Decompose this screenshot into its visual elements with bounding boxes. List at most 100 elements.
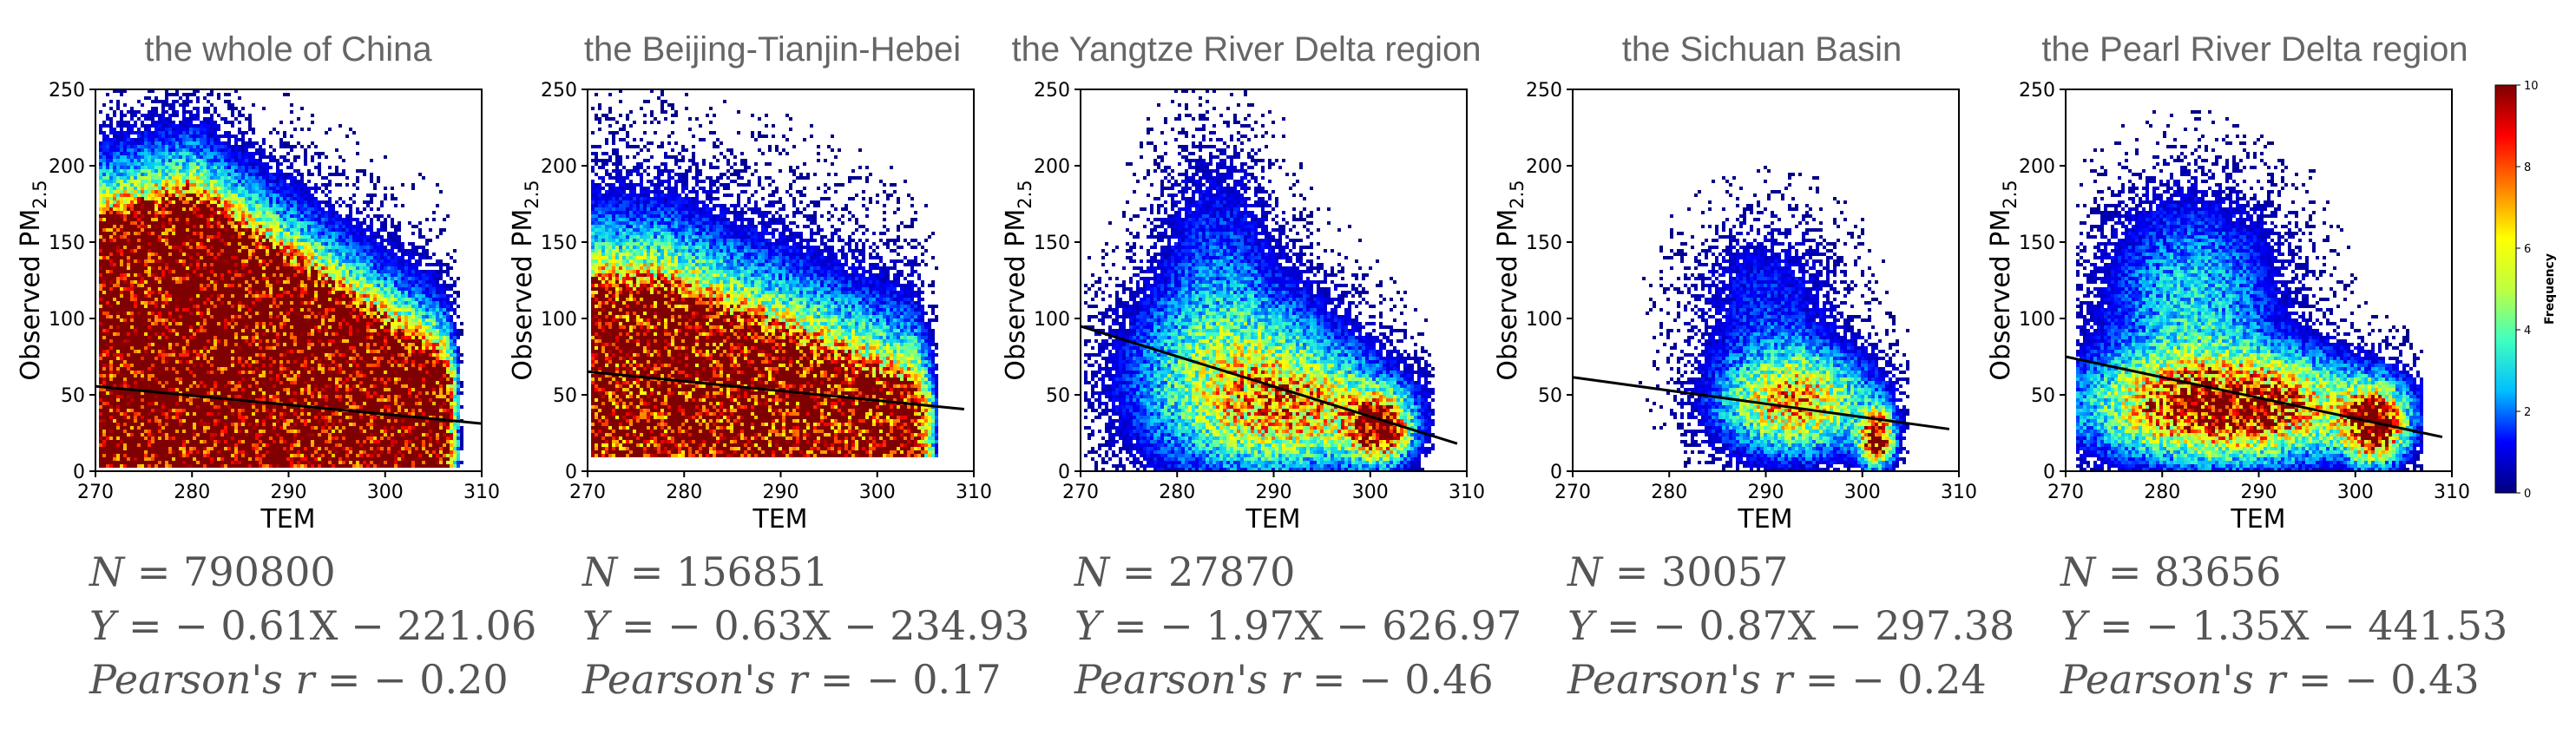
density-cell (168, 207, 172, 211)
density-cell (241, 173, 245, 176)
density-cell (165, 180, 168, 183)
density-cell (137, 443, 141, 447)
density-cell (210, 461, 214, 464)
density-cell (224, 454, 227, 457)
density-cell (175, 384, 179, 388)
density-cell (161, 329, 165, 332)
density-cell (144, 423, 148, 426)
density-cell (231, 336, 234, 339)
density-cell (227, 180, 231, 183)
density-cell (158, 218, 161, 221)
density-cell (259, 405, 262, 409)
density-cell (182, 277, 186, 280)
density-cell (266, 204, 269, 207)
density-cell (189, 280, 193, 284)
density-cell (203, 377, 207, 381)
density-cell (259, 218, 262, 221)
density-cell (134, 318, 137, 322)
density-cell (141, 103, 144, 107)
density-cell (154, 294, 158, 298)
density-cell (200, 145, 203, 148)
density-cell (182, 325, 186, 329)
density-cell (231, 377, 234, 381)
density-cell (203, 211, 207, 214)
density-cell (214, 457, 217, 461)
density-cell (227, 107, 231, 110)
density-cell (130, 138, 134, 141)
density-cell (158, 350, 161, 353)
density-cell (224, 443, 227, 447)
density-cell (158, 273, 161, 277)
density-cell (255, 280, 259, 284)
density-cell (186, 343, 189, 346)
density-cell (217, 284, 220, 287)
density-cell (241, 284, 245, 287)
density-cell (255, 364, 259, 367)
density-cell (165, 124, 168, 128)
density-cell (134, 211, 137, 214)
density-cell (234, 225, 238, 228)
density-cell (231, 325, 234, 329)
density-cell (127, 357, 130, 360)
density-cell (210, 93, 214, 96)
density-cell (207, 242, 210, 246)
density-cell (217, 183, 220, 187)
density-cell (252, 402, 255, 405)
density-cell (141, 398, 144, 402)
density-cell (148, 384, 151, 388)
density-cell (224, 433, 227, 436)
density-cell (113, 325, 116, 329)
density-cell (193, 450, 196, 454)
density-cell (113, 273, 116, 277)
density-cell (106, 433, 109, 436)
density-cell (234, 249, 238, 253)
density-cell (227, 246, 231, 249)
density-cell (109, 176, 113, 180)
density-cell (210, 128, 214, 131)
density-cell (127, 336, 130, 339)
density-cell (189, 419, 193, 423)
density-cell (252, 350, 255, 353)
density-cell (227, 412, 231, 416)
density-cell (245, 318, 248, 322)
density-cell (207, 107, 210, 110)
density-cell (154, 315, 158, 318)
density-cell (234, 148, 238, 152)
density-cell (186, 447, 189, 450)
density-cell (168, 141, 172, 145)
density-cell (193, 287, 196, 291)
density-cell (130, 152, 134, 155)
density-cell (127, 148, 130, 152)
density-cell (186, 409, 189, 412)
density-cell (144, 384, 148, 388)
density-cell (196, 412, 200, 416)
density-cell (172, 225, 175, 228)
density-cell (245, 117, 248, 121)
density-cell (168, 374, 172, 377)
density-cell (179, 190, 182, 194)
density-cell (120, 263, 123, 266)
density-cell (259, 381, 262, 384)
density-cell (234, 426, 238, 430)
density-cell (130, 384, 134, 388)
density-cell (234, 287, 238, 291)
density-cell (120, 350, 123, 353)
density-cell (207, 412, 210, 416)
density-cell (179, 291, 182, 294)
density-cell (134, 325, 137, 329)
density-cell (234, 152, 238, 155)
density-cell (109, 353, 113, 357)
density-cell (245, 249, 248, 253)
density-cell (134, 416, 137, 419)
density-cell (241, 447, 245, 450)
density-cell (172, 148, 175, 152)
density-cell (269, 173, 273, 176)
density-cell (130, 169, 134, 173)
density-cell (102, 398, 106, 402)
density-cell (165, 232, 168, 235)
density-cell (207, 159, 210, 162)
density-cell (231, 322, 234, 325)
density-cell (179, 423, 182, 426)
density-cell (269, 159, 273, 162)
